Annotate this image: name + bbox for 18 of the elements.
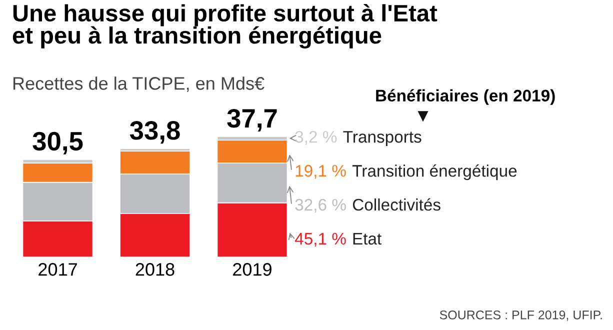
annotation: 33,8 (130, 121, 180, 144)
x-tick-label: 2019 (233, 263, 272, 276)
text: Transports (343, 131, 422, 146)
source-note: SOURCES : PLF 2019, UFIP. (440, 310, 602, 321)
text: Etat (353, 233, 382, 245)
annotation: 30,5 (32, 132, 83, 154)
x-tick-label: 2017 (38, 263, 77, 276)
annotation: 19,1 % (296, 164, 346, 179)
annotation: 45,1 % (294, 232, 346, 247)
x-tick-label: 2018 (136, 263, 174, 276)
text: Transition énergétique (352, 164, 517, 180)
chart-title: Une hausse qui profite surtout à l'Etat et peu à la transition énergétique (12, 4, 438, 49)
annotation: 32,6 % (295, 198, 346, 213)
annotation: 37,7 (227, 109, 277, 132)
legend-title: Bénéficiaires (en 2019) (376, 89, 555, 105)
chart-subtitle: Recettes de la TICPE, en Mds€ (13, 76, 264, 92)
text: Collectivités (352, 198, 440, 211)
annotation: 3,2 % (295, 130, 337, 145)
